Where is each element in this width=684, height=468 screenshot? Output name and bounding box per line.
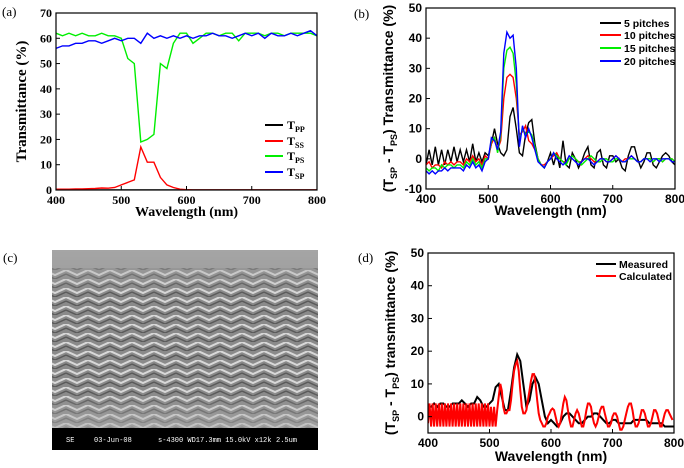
legend-label: 15 pitches: [624, 43, 676, 55]
x-tick-label: 700: [243, 193, 261, 207]
x-axis-label: Wavelength (nm): [495, 448, 607, 464]
y-tick-label: 0: [417, 410, 424, 424]
y-tick-label: 10: [411, 377, 425, 391]
y-tick-label: 50: [411, 246, 425, 260]
sem-info: s-4300 WD17.3mm 15.0kV x12k: [158, 437, 271, 445]
legend-label: 20 pitches: [624, 56, 676, 68]
y-axis-label: (TSP - TPS) transmittance (%): [382, 251, 401, 435]
sem-info-bar: [52, 428, 318, 450]
x-axis-label: Wavelength (nm): [494, 202, 606, 218]
y-tick-label: 30: [40, 107, 52, 121]
panel-label-d: (d): [358, 250, 373, 265]
x-tick-label: 500: [478, 192, 498, 206]
y-tick-label: 0: [415, 152, 422, 166]
sem-date: 03-Jun-08: [94, 437, 132, 445]
series-line-5-pitches: [426, 107, 675, 173]
panel-label-b: (b): [354, 6, 369, 21]
x-tick-label: 800: [665, 192, 684, 206]
y-tick-label: 20: [409, 92, 423, 106]
y-tick-label: 30: [409, 61, 423, 75]
y-tick-label: -10: [405, 182, 423, 196]
x-tick-label: 400: [416, 192, 436, 206]
legend-label: TPP: [287, 118, 305, 134]
x-tick-label: 500: [479, 436, 499, 450]
y-tick-label: 70: [40, 6, 52, 20]
series-line-tps: [56, 32, 317, 144]
legend-label: TPS: [287, 149, 305, 165]
series-line-20-pitches: [426, 29, 675, 175]
x-tick-label: 500: [112, 193, 130, 207]
x-tick-label: 700: [602, 436, 622, 450]
sem-mode: SE: [66, 437, 74, 445]
y-tick-label: 30: [411, 311, 425, 325]
series-line-tss: [56, 144, 317, 190]
chart-b: 400 500 600 700 800 -10 0 10 20 30 40 50 Wavelength …: [380, 1, 684, 218]
y-tick-label: 10: [409, 122, 423, 136]
y-axis-label: Transmittance (%): [14, 41, 30, 163]
y-tick-label: 0: [46, 183, 52, 197]
x-tick-label: 400: [418, 436, 438, 450]
legend-label: 10 pitches: [624, 30, 676, 42]
legend-label: Measured: [619, 259, 668, 271]
legend-label: 5 pitches: [624, 18, 670, 30]
legend-label: TSS: [287, 134, 304, 150]
x-tick-label: 400: [47, 193, 65, 207]
y-tick-label: 20: [411, 344, 425, 358]
x-tick-label: 600: [540, 192, 560, 206]
y-tick-label: 10: [40, 158, 52, 172]
y-tick-label: 20: [40, 132, 52, 146]
chart-a: 400 500 600 700 800 0 10 20 30 40 50 60 70 Wavelength…: [14, 6, 326, 220]
x-axis-label: Wavelength (nm): [135, 205, 238, 220]
chart-d: 400 500 600 700 800 0 10 20 30 40 50 Wavelength (nm…: [382, 246, 684, 464]
x-tick-label: 700: [603, 192, 623, 206]
y-axis-label: (TSP - TPS) Transmittance (%): [380, 5, 399, 192]
series-line-calculated: [428, 357, 674, 431]
x-tick-label: 600: [178, 193, 196, 207]
y-tick-label: 40: [40, 82, 52, 96]
y-tick-label: 50: [40, 57, 52, 71]
panel-label-c: (c): [3, 250, 17, 265]
x-tick-label: 800: [664, 436, 684, 450]
x-tick-label: 800: [308, 193, 326, 207]
y-tick-label: 50: [409, 1, 423, 15]
plot-frame: [55, 12, 318, 191]
panel-label-a: (a): [2, 4, 16, 19]
legend-label: Calculated: [619, 271, 672, 283]
y-tick-label: 40: [411, 279, 425, 293]
y-tick-label: 40: [409, 31, 423, 45]
y-tick-label: 60: [40, 31, 52, 45]
x-tick-label: 600: [541, 436, 561, 450]
sem-image: SE 03-Jun-08 s-4300 WD17.3mm 15.0kV x12k…: [52, 250, 318, 450]
legend-label: TSP: [287, 165, 304, 181]
sem-scale: 2.5um: [276, 437, 297, 445]
series-line-tsp: [56, 29, 317, 50]
